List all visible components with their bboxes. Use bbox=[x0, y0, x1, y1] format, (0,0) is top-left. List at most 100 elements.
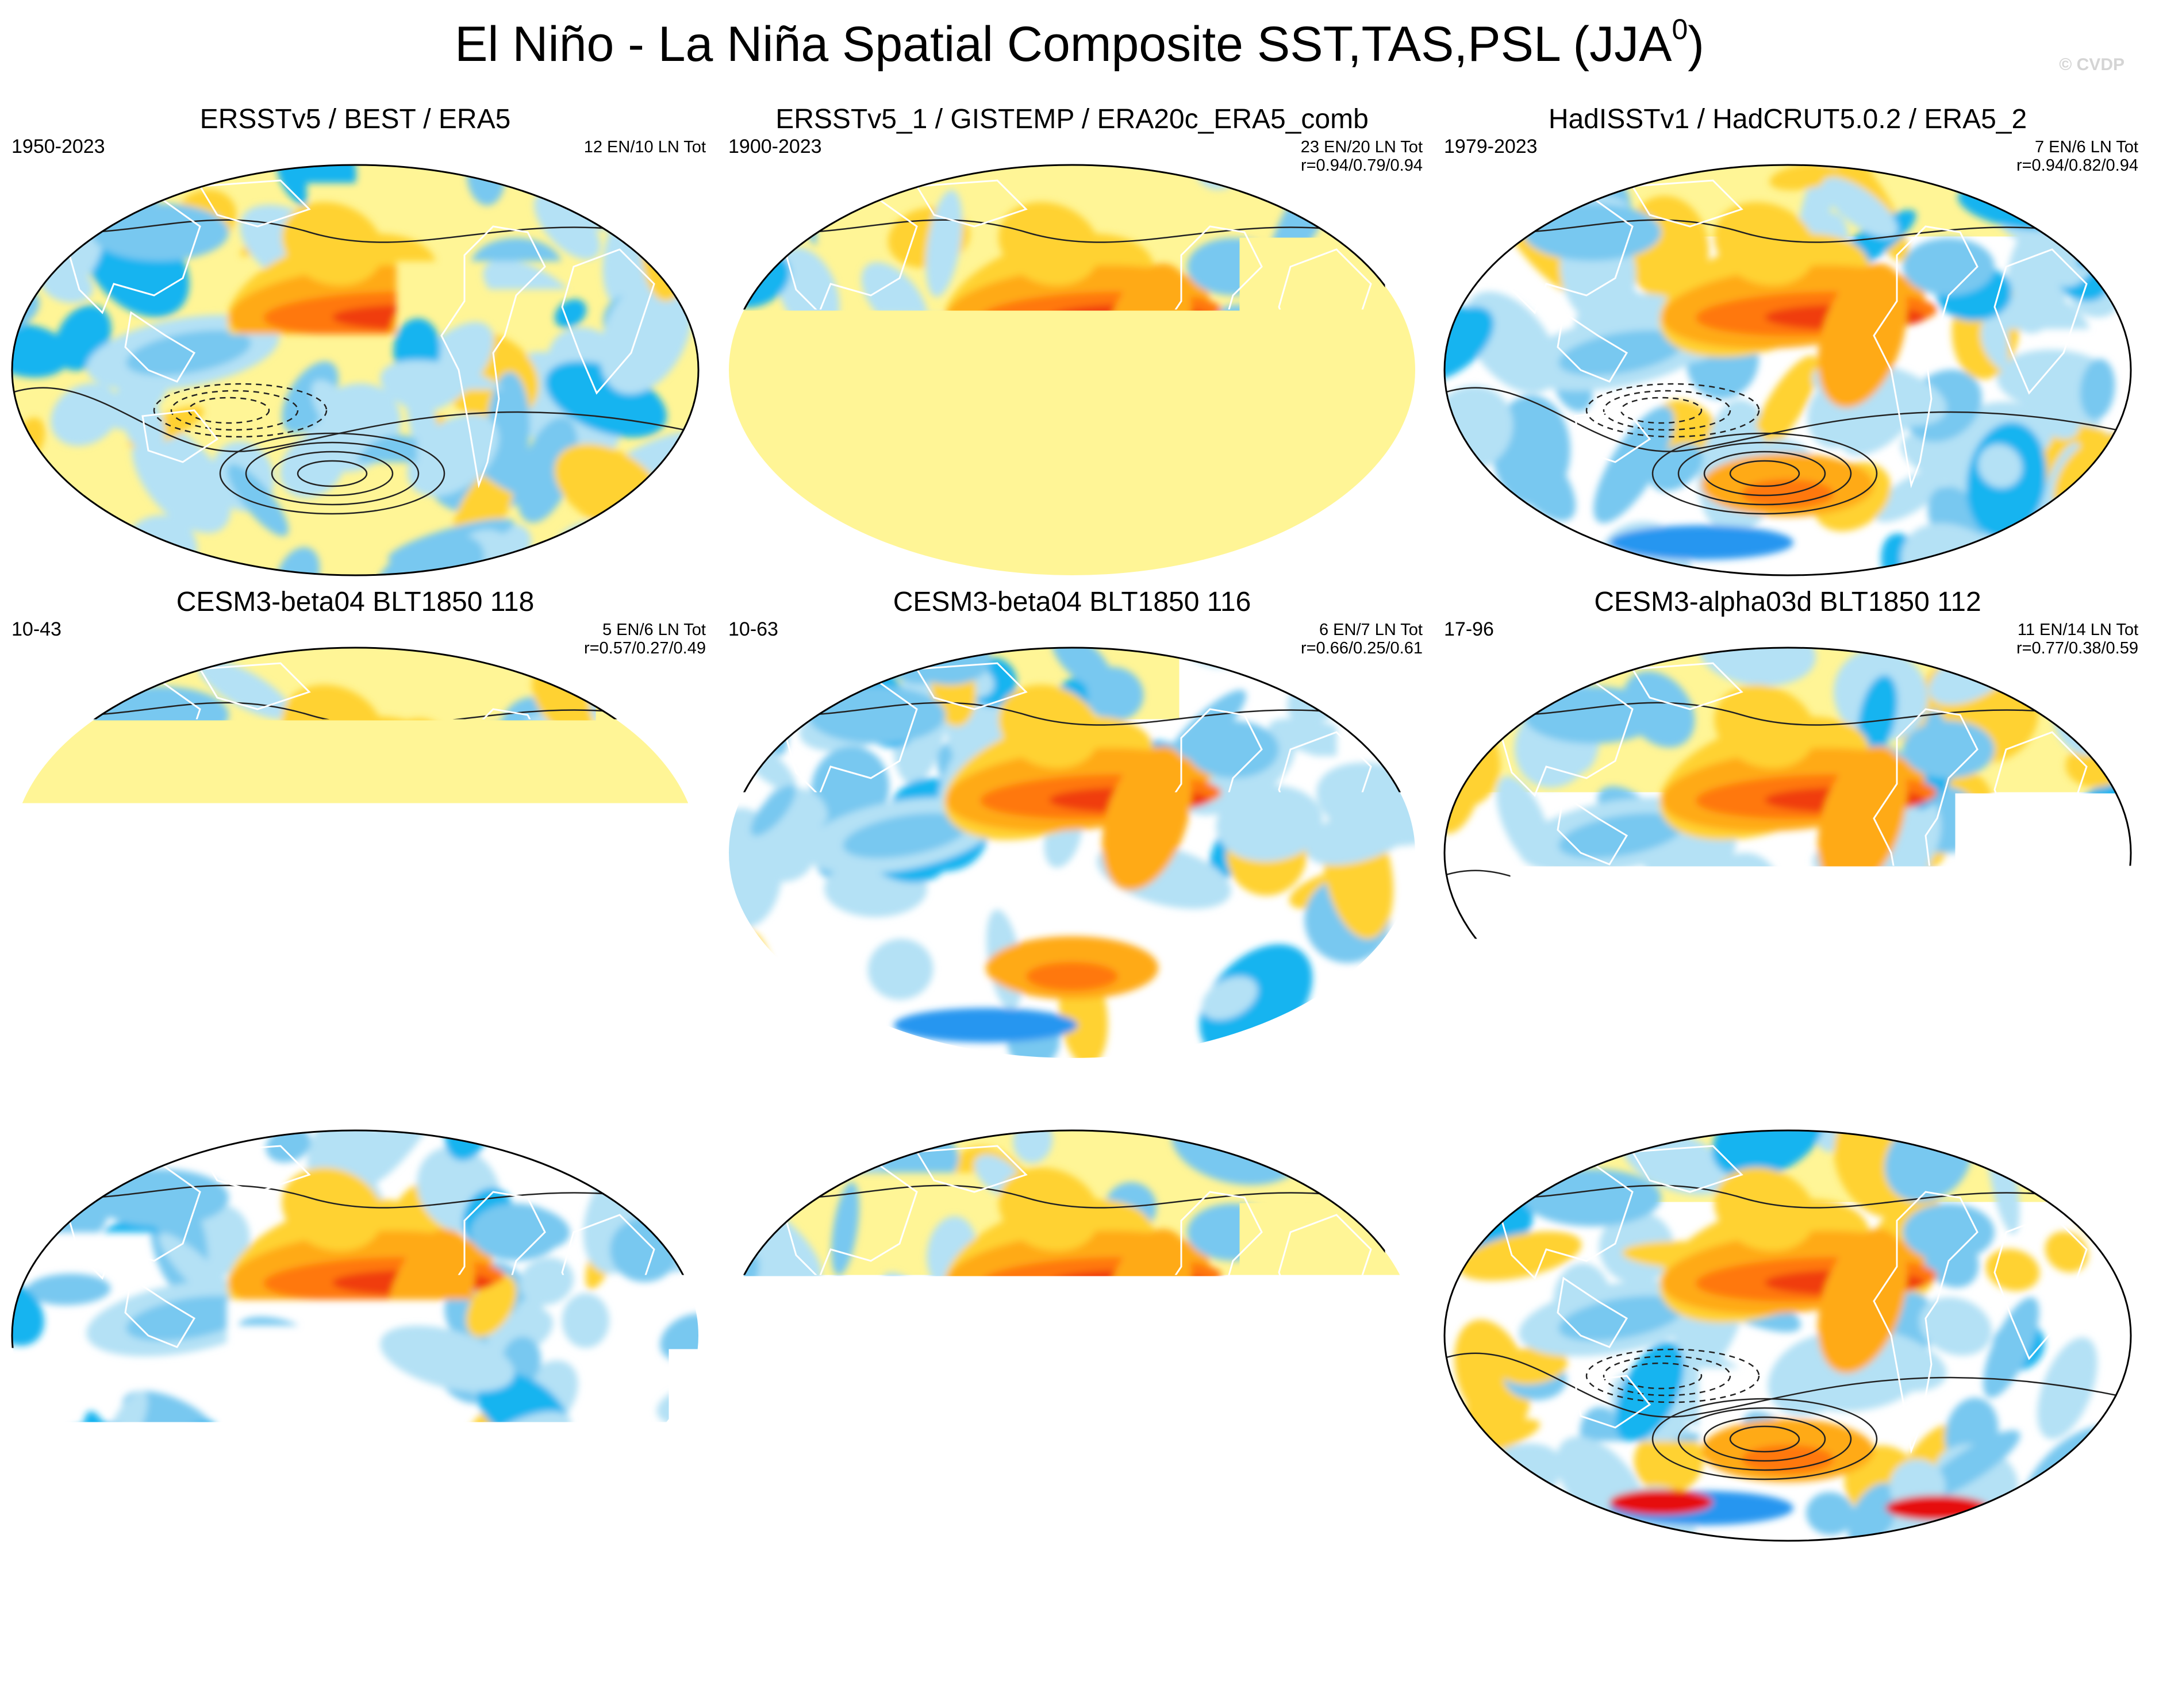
panel-years: 10-43 bbox=[11, 618, 62, 641]
map-panel: CESM3-beta02 BMT1850 104 25-104 15 EN/11 L… bbox=[721, 1069, 1423, 1546]
colorbar-swatch bbox=[1516, 1584, 1603, 1616]
composite-map bbox=[727, 646, 1417, 1060]
anomaly-patch bbox=[620, 646, 700, 714]
arctic-cold bbox=[1903, 238, 1995, 295]
anomaly-patch bbox=[1443, 1490, 1490, 1542]
antarctic-warm bbox=[1609, 1490, 1713, 1515]
arctic-cold bbox=[470, 721, 562, 778]
map-panel: CESM3-alpha03d BLT1850 112 17-96 11 EN/14 … bbox=[1437, 586, 2138, 1063]
anomaly-patch bbox=[746, 646, 832, 706]
panel-years: 25-104 bbox=[728, 1101, 789, 1124]
panel-title: HadISSTv1 / HadCRUT5.0.2 / ERA5_2 bbox=[1437, 103, 2138, 135]
colorbar-tick-label: -.25 bbox=[963, 1622, 1024, 1663]
cool-anomaly bbox=[808, 203, 946, 261]
anomaly-patch bbox=[25, 163, 75, 209]
map-panel: CESM3-beta04 BLT1850 116 10-63 6 EN/7 LN T… bbox=[721, 586, 1423, 1063]
colorbar-swatch bbox=[558, 1584, 646, 1616]
title-superscript: 0 bbox=[1672, 13, 1688, 45]
cool-anomaly bbox=[808, 1169, 946, 1226]
event-count: 11 EN/14 LN Tot bbox=[2016, 621, 2138, 639]
panel-title: ERSSTv5_1 / GISTEMP / ERA20c_ERA5_comb bbox=[721, 103, 1423, 135]
panel-title: CESM3-beta02 BMT1850 104 bbox=[721, 1069, 1423, 1101]
anomaly-patch bbox=[62, 163, 110, 190]
anomaly-patch bbox=[10, 1129, 100, 1210]
event-count: 10 EN/9 LN Tot bbox=[2016, 1103, 2138, 1122]
map-panel: ERSSTv5 / BEST / ERA5 1950-2023 12 EN/10 L… bbox=[5, 103, 706, 580]
event-count: 6 EN/7 LN Tot bbox=[1301, 621, 1423, 639]
colorbar-tick-label: 1 bbox=[1332, 1622, 1351, 1663]
cool-anomaly bbox=[1523, 1169, 1661, 1226]
event-count: 9 EN/13 LN Tot bbox=[584, 1103, 706, 1122]
event-count: 23 EN/20 LN Tot bbox=[1301, 138, 1423, 156]
anomaly-patch bbox=[1532, 529, 1566, 577]
arctic-cold bbox=[1903, 1203, 1995, 1261]
anomaly-patch bbox=[631, 646, 700, 671]
anomaly-patch bbox=[1443, 679, 1485, 756]
cool-anomaly bbox=[1523, 686, 1661, 744]
anomaly-patch bbox=[647, 982, 700, 1049]
map-panel: ERSSTv5_1 / GISTEMP / ERA20c_ERA5_comb 19… bbox=[721, 103, 1423, 580]
composite-map bbox=[1443, 646, 2133, 1060]
composite-map bbox=[10, 163, 700, 577]
event-count: 12 EN/10 LN Tot bbox=[584, 138, 706, 156]
colorbar-swatch bbox=[906, 1584, 994, 1616]
anomaly-patch bbox=[744, 163, 781, 206]
cool-anomaly bbox=[808, 686, 946, 744]
map-panel: CESM3-beta02 BLT1850 109 21-100 9 EN/13 LN… bbox=[5, 1069, 706, 1546]
anomaly-patch bbox=[1472, 1484, 1541, 1542]
panel-title: ERSSTv5 / BEST / ERA5 bbox=[5, 103, 706, 135]
panel-years: 1900-2023 bbox=[728, 136, 822, 158]
colorbar-tick-label: .25 bbox=[1143, 1622, 1192, 1663]
colorbar-tick-label: 3 bbox=[1593, 1622, 1612, 1663]
panel-years: 17-96 bbox=[1444, 618, 1494, 641]
colorbar-tick-label: -1 bbox=[804, 1622, 835, 1663]
event-count: 7 EN/6 LN Tot bbox=[2016, 138, 2138, 156]
title-text: El Niño - La Niña Spatial Composite SST,… bbox=[455, 17, 1672, 72]
colorbar-swatch bbox=[1428, 1584, 1516, 1616]
cvdp-watermark: © CVDP bbox=[2059, 55, 2125, 75]
chart-title: El Niño - La Niña Spatial Composite SST,… bbox=[0, 16, 2159, 73]
anomaly-patch bbox=[1330, 1129, 1417, 1194]
anomaly-patch bbox=[10, 674, 59, 770]
anomaly-patch bbox=[1443, 1464, 1482, 1542]
colorbar-tick-label: -.5 bbox=[885, 1622, 927, 1663]
arctic-cold bbox=[470, 1203, 562, 1261]
colorbar-swatch bbox=[384, 1584, 471, 1616]
anomaly-patch bbox=[46, 646, 160, 694]
colorbar-tick-label: -2 bbox=[629, 1622, 661, 1663]
panel-title: CESM3-beta02 BLT1850 109 bbox=[5, 1069, 706, 1101]
colorbar-tick-label: 0 bbox=[1070, 1622, 1090, 1663]
anomaly-patch bbox=[562, 1293, 609, 1348]
panel-years: 1950-2023 bbox=[11, 136, 105, 158]
panel-years: 1979-2023 bbox=[1444, 136, 1538, 158]
colorbar-swatch bbox=[645, 1584, 732, 1616]
anomaly-patch bbox=[1314, 646, 1401, 698]
anomaly-patch bbox=[627, 487, 679, 577]
anomaly-patch bbox=[568, 163, 629, 216]
colorbar-tick-label: -1.5 bbox=[701, 1622, 763, 1663]
colorbar-tick-label: 2 bbox=[1505, 1622, 1525, 1663]
cool-anomaly bbox=[91, 686, 229, 744]
colorbar-tick-label: .5 bbox=[1240, 1622, 1270, 1663]
anomaly-patch bbox=[662, 1469, 700, 1519]
colorbar-swatch bbox=[1342, 1584, 1429, 1616]
colorbar-tick-label: -3 bbox=[542, 1622, 574, 1663]
map-panel: HadISSTv1 / HadCRUT5.0.2 / ERA5_2 1979-20… bbox=[1437, 103, 2138, 580]
colorbar-swatch bbox=[1254, 1584, 1342, 1616]
colorbar-swatch bbox=[1081, 1584, 1168, 1616]
anomaly-patch bbox=[643, 1470, 700, 1542]
composite-map bbox=[727, 163, 1417, 577]
colorbar-swatch bbox=[819, 1584, 906, 1616]
panel-title: CESM3-beta04 BLT1850 118 bbox=[5, 586, 706, 618]
arctic-cold bbox=[1187, 721, 1279, 778]
panel-title: CESM3-alpha03d BLT1850 112 bbox=[1437, 586, 2138, 618]
anomaly-patch bbox=[1443, 657, 1464, 709]
colorbar-swatch bbox=[993, 1584, 1081, 1616]
colorbar bbox=[384, 1584, 1777, 1616]
anomaly-patch bbox=[727, 992, 836, 1060]
composite-map bbox=[1443, 1129, 2133, 1542]
anomaly-patch bbox=[1346, 966, 1417, 1059]
panel-years: 10-63 bbox=[728, 618, 778, 641]
composite-map bbox=[1443, 163, 2133, 577]
anomaly-patch bbox=[2050, 163, 2133, 244]
